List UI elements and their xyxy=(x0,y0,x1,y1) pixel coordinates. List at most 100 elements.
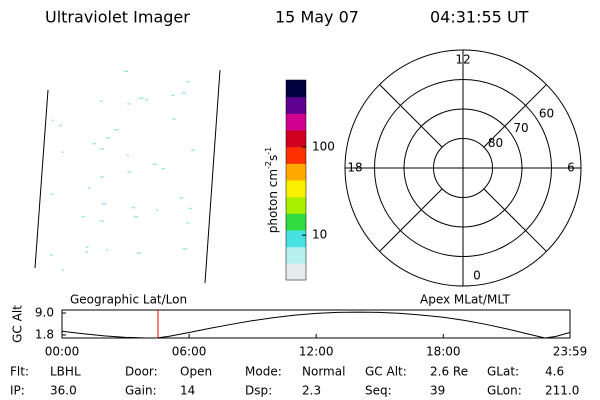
exponent: -2 xyxy=(264,161,273,169)
image-edge xyxy=(204,69,221,284)
colorbar-segment xyxy=(286,130,306,148)
speckle xyxy=(186,222,189,224)
speckle xyxy=(172,118,176,120)
right-label: Apex MLat/MLT xyxy=(420,293,510,307)
x-tick-label: 00:00 xyxy=(45,345,80,359)
speckle xyxy=(99,100,103,103)
x-tick-label: 06:00 xyxy=(172,345,207,359)
speckle xyxy=(99,148,104,150)
speckle xyxy=(99,220,104,222)
ring-label: 70 xyxy=(513,121,528,135)
left-label: Geographic Lat/Lon xyxy=(70,293,187,307)
colorbar-segment xyxy=(286,113,306,131)
polar-diagonal xyxy=(483,188,547,252)
speckle xyxy=(138,97,144,100)
title: Ultraviolet Imager xyxy=(45,8,190,27)
speckle xyxy=(181,92,187,94)
colorbar-segment xyxy=(286,213,306,231)
info-value: LBHL xyxy=(50,365,81,379)
speckle xyxy=(190,149,196,151)
y-tick-label: 1.8 xyxy=(35,327,54,341)
polar-diagonal xyxy=(483,84,547,148)
info-value: 2.3 xyxy=(302,384,321,398)
mlt-label: 6 xyxy=(567,161,575,175)
colorbar-label: photon cm-2s-1 xyxy=(264,147,280,234)
colorbar-segment xyxy=(286,96,306,114)
colorbar-segment xyxy=(286,196,306,214)
speckle xyxy=(92,142,96,145)
x-tick-label: 18:00 xyxy=(426,345,461,359)
info-value: 211.0 xyxy=(545,384,579,398)
speckle xyxy=(81,215,86,218)
speckle xyxy=(105,137,111,139)
colorbar-tick-label: 10 xyxy=(312,228,327,242)
ring-label: 60 xyxy=(539,106,554,120)
speckle xyxy=(188,207,193,210)
info-label: GC Alt: xyxy=(365,365,407,379)
speckle xyxy=(179,197,184,199)
speckle xyxy=(127,103,131,105)
orbit-line xyxy=(61,311,571,339)
speckle xyxy=(136,252,142,254)
info-label: Dsp: xyxy=(245,384,272,398)
colorbar-segment xyxy=(286,246,306,264)
speckle xyxy=(61,269,65,271)
speckle xyxy=(106,248,109,251)
speckle xyxy=(123,70,129,73)
info-value: 2.6 Re xyxy=(430,365,468,379)
speckle xyxy=(156,209,159,212)
speckle xyxy=(126,154,129,156)
y-tick-label: 9.0 xyxy=(35,306,54,320)
speckle xyxy=(182,248,188,250)
ring-label: 80 xyxy=(488,136,503,150)
speckle xyxy=(152,163,158,166)
colorbar-segment xyxy=(286,146,306,164)
polar-diagonal xyxy=(379,188,443,252)
info-label: Door: xyxy=(125,365,158,379)
info-value: 36.0 xyxy=(50,384,77,398)
speckle xyxy=(87,187,91,189)
colorbar-segment xyxy=(286,263,306,281)
x-tick-label: 23:59 xyxy=(553,345,588,359)
colorbar-segment xyxy=(286,163,306,181)
info-label: IP: xyxy=(10,384,25,398)
info-value: Normal xyxy=(302,365,345,379)
info-label: Mode: xyxy=(245,365,282,379)
info-label: GLat: xyxy=(487,365,519,379)
speckle xyxy=(127,170,132,173)
speckle xyxy=(99,176,104,178)
speckle xyxy=(133,215,139,218)
speckle xyxy=(171,94,175,97)
speckle xyxy=(50,254,53,256)
speckle xyxy=(58,124,63,127)
speckle xyxy=(114,128,120,131)
y-axis-label: GC Alt xyxy=(11,305,25,343)
speckle xyxy=(85,246,89,248)
speckle xyxy=(186,80,190,83)
image-speckles xyxy=(50,70,196,271)
info-label: GLon: xyxy=(487,384,522,398)
speckle xyxy=(61,151,65,153)
colorbar-segment xyxy=(286,230,306,248)
x-tick-label: 12:00 xyxy=(299,345,334,359)
speckle xyxy=(144,98,149,101)
speckle xyxy=(131,206,136,209)
mlt-label: 12 xyxy=(455,53,470,67)
speckle xyxy=(51,119,54,122)
exponent: -1 xyxy=(264,147,273,155)
mlt-label: 18 xyxy=(347,161,362,175)
colorbar-tick-label: 100 xyxy=(312,139,335,153)
speckle xyxy=(101,202,107,205)
time: 04:31:55 UT xyxy=(430,8,529,27)
unit: photon cm xyxy=(266,169,280,233)
speckle xyxy=(84,251,89,253)
speckle xyxy=(50,193,53,195)
info-value: Open xyxy=(180,365,212,379)
info-value: 4.6 xyxy=(545,365,564,379)
info-label: Gain: xyxy=(125,384,157,398)
info-label: Seq: xyxy=(365,384,392,398)
mlt-label: 0 xyxy=(473,269,481,283)
info-label: Flt: xyxy=(10,365,29,379)
date: 15 May 07 xyxy=(275,8,359,27)
